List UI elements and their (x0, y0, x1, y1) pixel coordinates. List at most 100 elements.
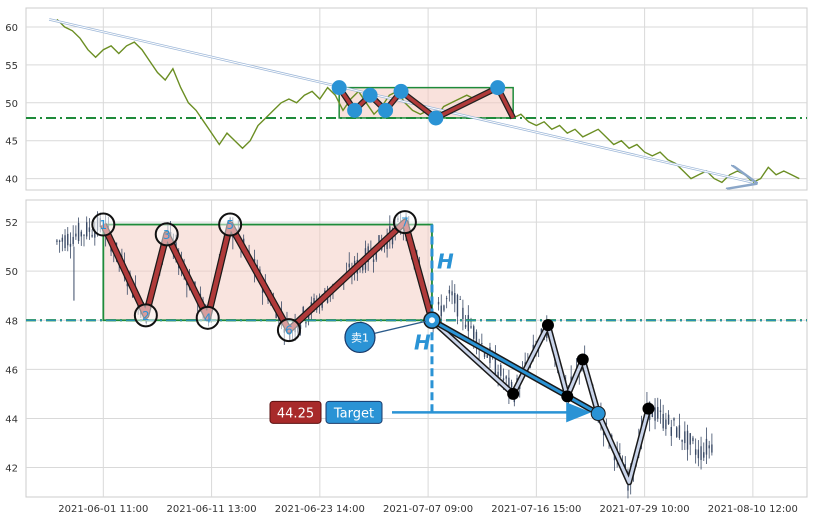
candle-body (77, 222, 80, 241)
projection-pivot-marker (541, 319, 554, 332)
projected-height-label: H (414, 331, 431, 355)
pattern-point-marker (392, 210, 417, 235)
candle-body (362, 263, 364, 271)
candle-body (673, 418, 675, 421)
pattern-point-marker (195, 305, 220, 330)
candle-body (64, 235, 66, 249)
candle-body (494, 355, 497, 375)
candle-body (324, 290, 326, 293)
sell-marker (344, 321, 376, 354)
target-label-text: Target (333, 406, 374, 421)
candle-body (462, 307, 464, 320)
detail-y-tick-label: 50 (5, 267, 18, 278)
candle-body (56, 240, 58, 242)
detail-panel: 42 44 46 48 50 52 H H 卖1 1 2 3 4 5 6 7 44.25 Target (5, 199, 808, 499)
candle-body (508, 377, 510, 393)
candle-body (348, 263, 350, 268)
overview-pivot-marker (347, 102, 363, 118)
detail-y-tick-label: 52 (5, 218, 18, 229)
pattern-point-label: 5 (226, 218, 234, 232)
overview-pivot-marker (393, 83, 409, 99)
candle-body (126, 283, 128, 287)
x-tick-label: 2021-08-10 12:00 (708, 504, 798, 515)
candle-body (708, 445, 710, 449)
target-value-badge (269, 400, 322, 424)
target-value-text: 44.25 (277, 406, 314, 421)
candle-body (502, 378, 505, 381)
candle-body (58, 240, 61, 242)
candle-body (486, 355, 488, 358)
candle-body (659, 410, 662, 413)
candle-body (437, 301, 440, 305)
candle-body (703, 452, 705, 458)
candle-body (700, 446, 702, 460)
height-label: H (437, 250, 454, 274)
pattern-point-label: 1 (100, 218, 108, 232)
pattern-point-label: 3 (163, 228, 171, 242)
x-tick-label: 2021-07-29 10:00 (600, 504, 690, 515)
candle-body (510, 381, 513, 388)
candle-body (505, 376, 507, 379)
candle-body (372, 259, 375, 263)
candle-body (467, 315, 470, 332)
candle-body (459, 299, 461, 300)
candle-body (305, 322, 307, 324)
candle-body (711, 444, 713, 453)
overview-pivot-marker (428, 110, 444, 126)
candle-body (299, 324, 302, 330)
candle-body (88, 227, 91, 232)
candle-body (686, 430, 689, 450)
pattern-point-marker (276, 318, 301, 343)
pattern-point-label: 4 (204, 311, 212, 325)
candle-body (483, 353, 486, 357)
candle-body (443, 305, 445, 311)
detail-y-tick-label: 44 (5, 414, 18, 425)
candle-body (692, 437, 694, 442)
target-label-badge (325, 400, 383, 424)
target-marker (590, 406, 606, 422)
candle-body (302, 306, 304, 317)
candle-body (86, 222, 88, 237)
candle-body (684, 431, 686, 444)
projection-pivot-marker (561, 390, 574, 403)
projection-pivot-marker (642, 402, 655, 415)
candle-body (326, 295, 329, 303)
candle-body (440, 305, 442, 317)
pattern-point-marker (218, 212, 243, 237)
candle-body (662, 413, 664, 429)
candle-body (500, 364, 502, 376)
overview-pivot-marker (490, 80, 506, 96)
candle-body (94, 229, 96, 238)
pattern-point-marker (154, 222, 179, 247)
pattern-point-marker (133, 303, 158, 328)
candle-body (451, 291, 453, 296)
detail-y-tick-label: 46 (5, 365, 18, 376)
candle-body (667, 414, 670, 424)
candle-body (694, 449, 697, 455)
candle-body (665, 419, 667, 430)
x-axis-tick-labels: 2021-06-01 11:00 2021-06-11 13:00 2021-06-… (58, 504, 798, 515)
candle-body (670, 426, 672, 436)
candle-body (697, 449, 700, 459)
detail-zigzag-line (101, 219, 435, 333)
candle-body (454, 292, 456, 304)
detail-y-tick-label: 42 (5, 464, 18, 475)
sell-marker-label: 卖1 (351, 331, 369, 344)
candle-body (605, 423, 608, 425)
overview-y-tick-label: 55 (5, 61, 18, 72)
candle-body (456, 294, 459, 317)
overview-y-tick-label: 50 (5, 99, 18, 110)
candle-body (497, 371, 499, 379)
x-tick-label: 2021-07-07 09:00 (383, 504, 473, 515)
candle-body (83, 234, 85, 236)
candle-body (80, 231, 82, 237)
x-tick-label: 2021-06-01 11:00 (58, 504, 148, 515)
candle-body (313, 298, 315, 303)
candle-body (72, 236, 74, 245)
overview-y-tick-label: 40 (5, 175, 18, 186)
candle-body (475, 331, 478, 347)
candle-body (464, 324, 467, 328)
candle-body (75, 233, 77, 237)
candle-body (448, 289, 451, 294)
candle-body (67, 233, 69, 246)
